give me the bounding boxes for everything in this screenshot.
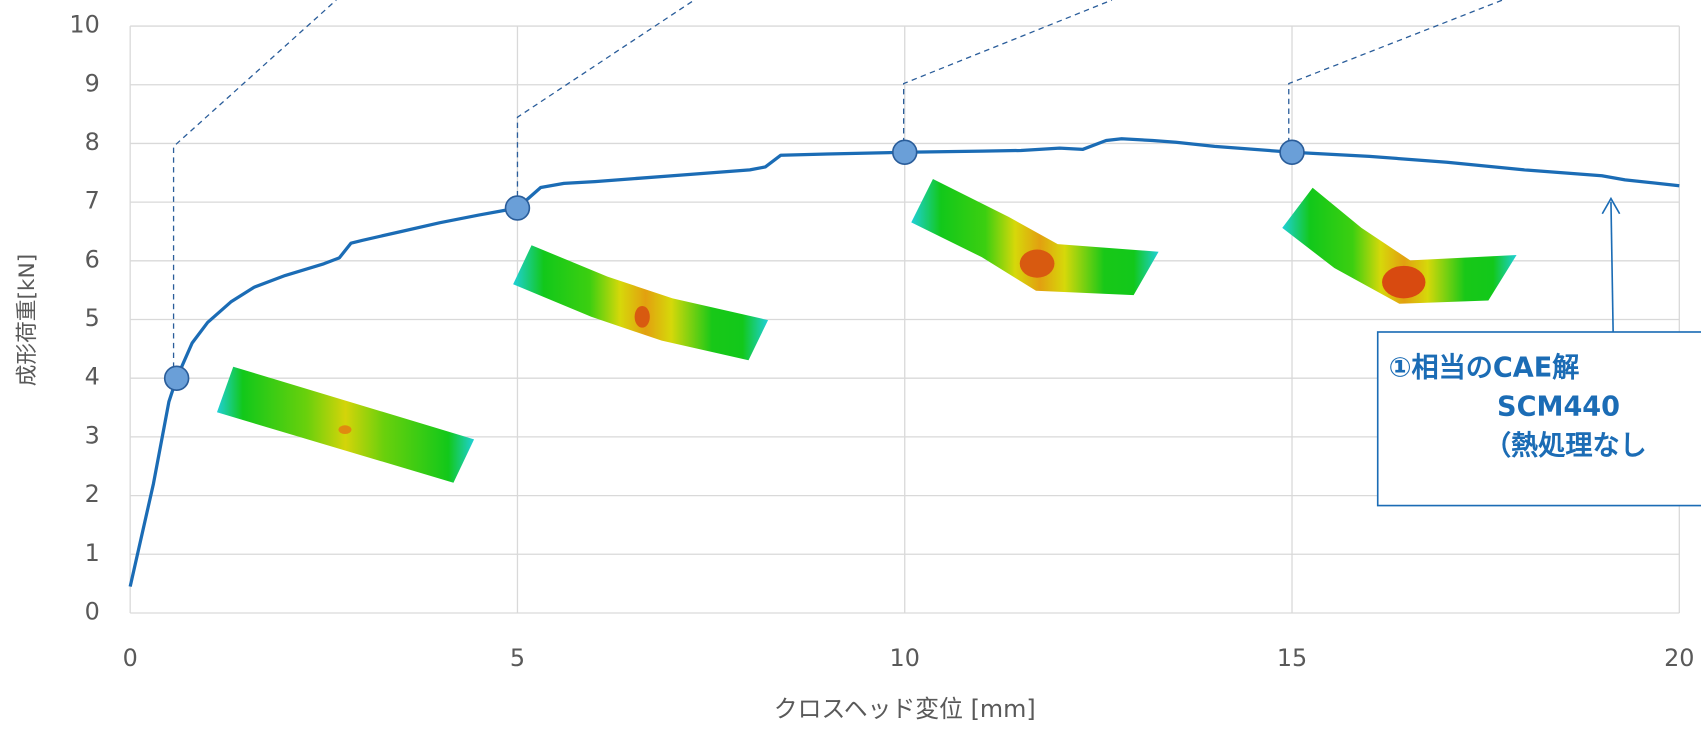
x-tick-label: 0 (123, 644, 138, 672)
fea-spot (635, 306, 650, 328)
x-tick-label: 15 (1277, 644, 1307, 672)
y-axis-title: 成形荷重[kN] (15, 254, 40, 386)
fea-shape (217, 367, 474, 483)
y-tick-label: 8 (85, 128, 100, 156)
y-tick-label: 0 (85, 597, 100, 625)
y-tick-label: 2 (85, 480, 100, 508)
x-axis-title: クロスヘッド変位 [mm] (774, 695, 1036, 723)
fea-spot (1382, 266, 1425, 299)
marker (506, 196, 530, 220)
annotation-text: SCM440 (1497, 391, 1620, 422)
marker (165, 366, 189, 390)
x-tick-label: 10 (890, 644, 920, 672)
marker (893, 140, 917, 164)
page: ①相当のCAE解 SCM440 （熱処理なし クロスヘッド変位 [mm] 成形荷… (0, 0, 1701, 732)
y-tick-label: 5 (85, 304, 100, 332)
y-tick-label: 6 (85, 245, 100, 273)
y-tick-label: 3 (85, 421, 100, 449)
y-tick-label: 7 (85, 187, 100, 215)
y-tick-label: 1 (85, 539, 100, 567)
leader-line (174, 0, 337, 378)
fea-spot (1020, 250, 1055, 278)
marker (1280, 140, 1304, 164)
annotation-text: ①相当のCAE解 (1389, 352, 1580, 383)
x-tick-label: 20 (1664, 644, 1694, 672)
x-tick-label: 5 (510, 644, 525, 672)
leader-line (904, 0, 1112, 153)
y-tick-label: 9 (85, 69, 100, 97)
annotation-arrow (1611, 202, 1613, 332)
chart: ①相当のCAE解 SCM440 （熱処理なし クロスヘッド変位 [mm] 成形荷… (0, 0, 1701, 728)
fea-images (174, 0, 1517, 483)
fea-spot (338, 425, 351, 434)
y-tick-label: 4 (85, 363, 100, 391)
annotation-text: （熱処理なし (1484, 429, 1647, 461)
y-tick-label: 10 (69, 11, 99, 39)
fea-shape (513, 245, 768, 360)
fea-shape (911, 179, 1158, 295)
leader-line (1289, 0, 1503, 153)
